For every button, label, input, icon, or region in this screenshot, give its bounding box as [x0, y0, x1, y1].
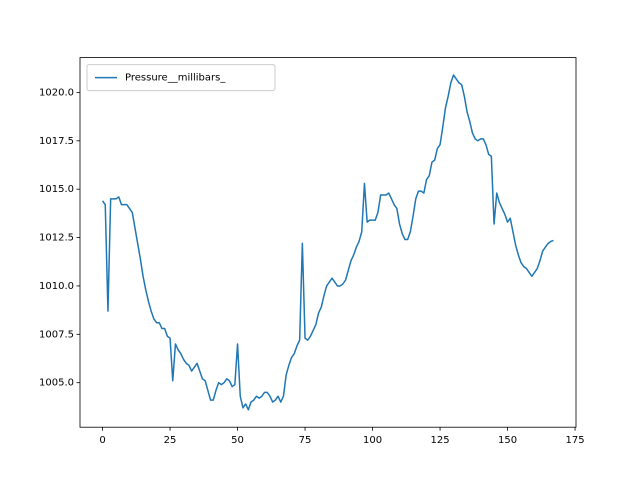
- legend-label: Pressure__millibars_: [125, 73, 226, 84]
- x-tick-label: 50: [231, 435, 244, 446]
- x-tick-label: 150: [498, 435, 517, 446]
- y-tick-label: 1005.0: [39, 378, 74, 389]
- y-tick-label: 1007.5: [39, 329, 74, 340]
- plot-frame: [79, 57, 577, 428]
- y-tick-label: 1010.0: [39, 281, 74, 292]
- x-tick-label: 0: [99, 435, 105, 446]
- x-tick-label: 25: [164, 435, 177, 446]
- y-tick-label: 1017.5: [39, 136, 74, 147]
- x-tick-label: 175: [566, 435, 585, 446]
- x-tick-label: 125: [431, 435, 450, 446]
- y-tick-label: 1012.5: [39, 233, 74, 244]
- line: [101, 74, 554, 411]
- x-tick-label: 75: [299, 435, 312, 446]
- legend-box: [86, 64, 276, 92]
- y-tick-label: 1020.0: [39, 87, 74, 98]
- x-tick-label: 100: [363, 435, 382, 446]
- y-tick-label: 1015.0: [39, 184, 74, 195]
